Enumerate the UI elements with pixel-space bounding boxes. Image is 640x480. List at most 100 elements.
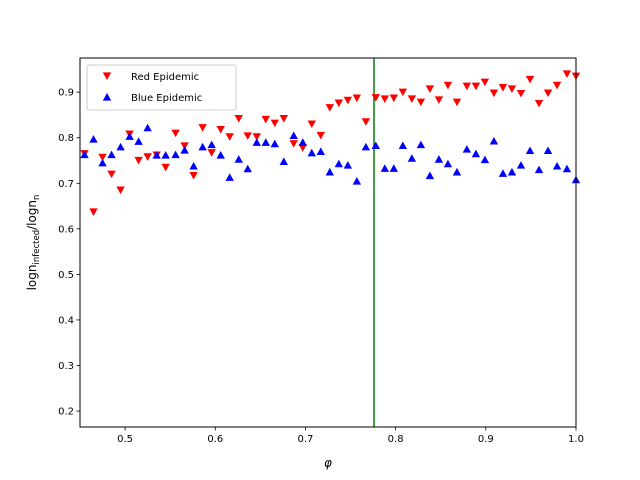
data-point [398,141,408,150]
data-point [307,120,316,129]
data-point [389,94,399,103]
data-point [116,186,125,195]
data-point [343,96,353,105]
series-blue-epidemic [80,123,581,185]
data-point [298,138,307,146]
data-point [316,131,325,140]
data-point [352,94,362,103]
data-point [361,142,371,151]
data-point [125,132,134,140]
data-point [252,133,261,141]
data-point [462,145,472,153]
data-point [480,78,490,87]
y-tick-label: 0.3 [58,361,74,372]
data-point [471,82,481,91]
data-point [134,156,143,165]
y-label-subscript: infected [32,230,42,265]
x-tick-label: 0.9 [478,434,494,445]
data-point [325,104,335,112]
data-point [480,155,490,164]
legend-box [86,64,237,111]
data-point [234,115,243,123]
data-point [161,163,170,172]
data-point [471,149,481,158]
data-point [289,131,298,140]
series-red-epidemic [80,70,581,216]
data-point [243,164,252,173]
data-point [225,133,234,141]
data-point [234,155,243,163]
data-point [416,98,426,107]
data-point [352,177,362,185]
legend-label: Blue Epidemic [131,93,202,104]
data-point [270,119,279,128]
data-point [243,132,252,140]
data-point [216,151,225,159]
data-point [289,140,298,148]
y-axis-label: logninfected/lognn [25,195,42,291]
data-point [171,129,180,138]
y-label-subscript: n [32,195,42,200]
x-tick-label: 0.5 [117,434,133,445]
data-point [152,151,161,159]
data-point [107,170,116,179]
data-point [89,208,98,216]
data-point [279,115,289,123]
plot-area [80,58,576,427]
data-point [489,136,499,145]
data-point [334,159,344,168]
data-point [389,164,399,172]
y-tick-label: 0.8 [58,133,74,144]
data-point [252,138,261,146]
data-point [552,81,562,90]
data-point [189,171,198,180]
data-point [434,96,444,104]
data-point [534,99,544,108]
y-tick-label: 0.6 [58,224,74,235]
data-point [452,167,462,176]
data-point [307,148,316,157]
x-tick-label: 0.8 [388,434,404,445]
data-point [216,125,225,134]
data-point [298,144,307,152]
data-point [525,146,535,155]
data-point [270,139,279,148]
data-point [180,146,189,154]
data-point [498,84,508,92]
data-point [171,150,180,159]
x-tick-label: 1.0 [568,434,584,445]
data-point [207,140,216,149]
x-tick-label: 0.7 [298,434,314,445]
data-point [543,89,553,98]
data-point [89,135,98,143]
data-point [334,99,344,108]
y-tick-label: 0.9 [58,88,74,99]
data-point [371,141,380,150]
data-point [143,153,152,161]
data-point [116,142,125,151]
data-point [443,81,453,90]
y-tick-label: 0.5 [58,270,74,281]
data-point [134,137,143,145]
data-point [407,95,417,103]
data-point [371,94,380,102]
data-point [407,154,417,162]
data-point [398,88,408,97]
data-point [343,161,353,169]
data-point [189,161,198,170]
y-axis-ticks: 0.2 0.3 0.4 0.5 0.6 0.7 0.8 0.9 [58,88,80,418]
data-point [143,123,152,132]
data-point [325,167,335,176]
data-point [552,161,562,170]
data-point [507,167,517,176]
data-point [98,158,107,167]
data-point [525,75,535,84]
x-axis-label: φ [324,456,332,470]
data-point [207,149,216,157]
plot-frame [79,57,577,428]
data-point [425,85,435,93]
data-point [80,150,89,159]
data-point [161,151,170,159]
data-point [380,164,390,172]
data-point [279,157,289,165]
